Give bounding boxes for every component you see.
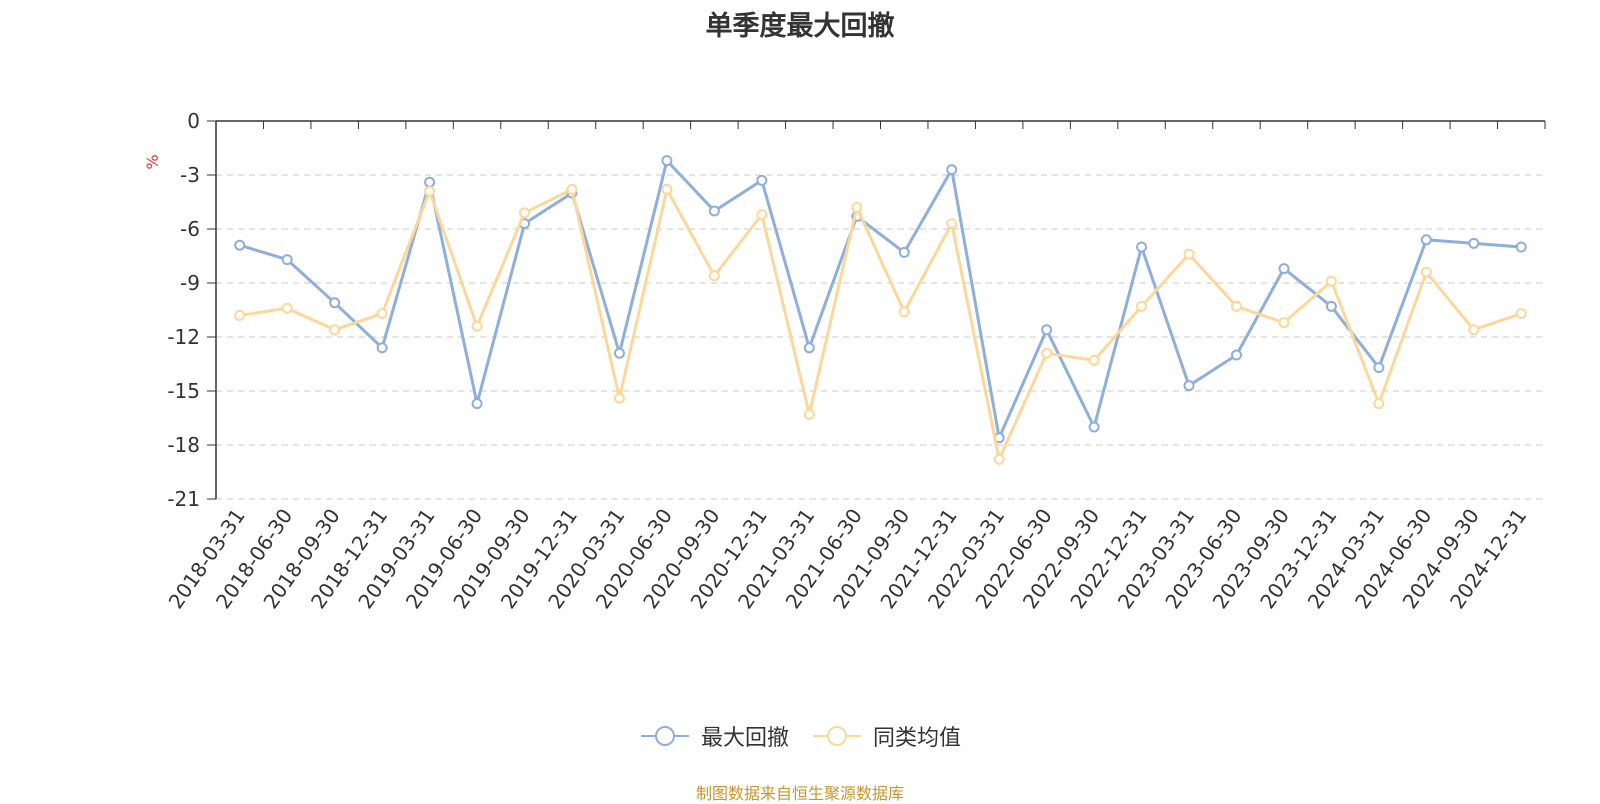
series-line-max-drawdown	[238, 159, 1523, 440]
data-point-max-drawdown[interactable]	[424, 176, 436, 188]
data-point-max-drawdown[interactable]	[1041, 324, 1053, 336]
axis-layer: 0-3-6-9-12-15-18-212018-03-312018-06-302…	[163, 109, 1546, 613]
data-point-category-average[interactable]	[519, 207, 531, 219]
y-tick-label: -15	[167, 379, 200, 403]
y-tick-label: -6	[180, 217, 200, 241]
data-point-category-average[interactable]	[613, 392, 625, 404]
data-point-category-average[interactable]	[1041, 347, 1053, 359]
legend-marker-max-drawdown	[640, 726, 689, 746]
data-point-max-drawdown[interactable]	[1183, 380, 1195, 392]
source-note: 制图数据来自恒生聚源数据库	[695, 784, 904, 803]
y-tick-label: -9	[180, 271, 200, 295]
data-point-max-drawdown[interactable]	[281, 254, 293, 266]
data-point-max-drawdown[interactable]	[708, 205, 720, 217]
data-point-category-average[interactable]	[1136, 300, 1148, 312]
data-point-max-drawdown[interactable]	[471, 398, 483, 410]
data-point-category-average[interactable]	[756, 209, 768, 221]
y-tick-label: -3	[180, 163, 200, 187]
data-point-max-drawdown[interactable]	[1230, 349, 1242, 361]
data-point-max-drawdown[interactable]	[803, 342, 815, 354]
data-point-category-average[interactable]	[376, 308, 388, 320]
legend: 最大回撤 同类均值	[0, 720, 1600, 752]
data-point-category-average[interactable]	[1373, 398, 1385, 410]
chart-title: 单季度最大回撤	[705, 11, 895, 42]
y-tick-label: -18	[167, 433, 200, 457]
y-axis-unit-label: %	[143, 154, 162, 169]
y-tick-label: -21	[167, 487, 200, 511]
data-point-max-drawdown[interactable]	[376, 342, 388, 354]
series-layer	[234, 155, 1527, 465]
legend-item-max-drawdown[interactable]: 最大回撤	[639, 720, 789, 752]
data-point-category-average[interactable]	[471, 320, 483, 332]
data-point-category-average[interactable]	[1088, 354, 1100, 366]
data-point-category-average[interactable]	[566, 183, 578, 195]
data-point-category-average[interactable]	[329, 324, 341, 336]
legend-label-max-drawdown: 最大回撤	[700, 726, 789, 751]
data-point-max-drawdown[interactable]	[1515, 241, 1527, 253]
data-point-category-average[interactable]	[1230, 300, 1242, 312]
data-point-category-average[interactable]	[851, 201, 863, 213]
data-point-category-average[interactable]	[803, 408, 815, 420]
data-point-category-average[interactable]	[946, 218, 958, 230]
data-point-category-average[interactable]	[234, 309, 246, 321]
legend-item-category-average[interactable]: 同类均值	[811, 720, 961, 752]
data-point-max-drawdown[interactable]	[1136, 241, 1148, 253]
data-point-max-drawdown[interactable]	[1088, 421, 1100, 433]
y-tick-label: -12	[167, 325, 200, 349]
data-point-category-average[interactable]	[661, 183, 673, 195]
data-point-max-drawdown[interactable]	[329, 297, 341, 309]
data-point-max-drawdown[interactable]	[234, 239, 246, 251]
series-line-category-average	[238, 187, 1523, 461]
data-point-category-average[interactable]	[1420, 266, 1432, 278]
data-point-max-drawdown[interactable]	[661, 155, 673, 167]
data-point-category-average[interactable]	[1468, 324, 1480, 336]
data-point-max-drawdown[interactable]	[898, 246, 910, 258]
data-point-max-drawdown[interactable]	[756, 174, 768, 186]
data-point-max-drawdown[interactable]	[1420, 234, 1432, 246]
data-point-max-drawdown[interactable]	[613, 347, 625, 359]
legend-label-category-average: 同类均值	[873, 726, 962, 751]
data-point-category-average[interactable]	[281, 302, 293, 314]
data-point-max-drawdown[interactable]	[1468, 237, 1480, 249]
data-point-category-average[interactable]	[708, 270, 720, 282]
data-point-max-drawdown[interactable]	[946, 164, 958, 176]
data-point-category-average[interactable]	[993, 453, 1005, 465]
data-point-category-average[interactable]	[1183, 248, 1195, 260]
data-point-max-drawdown[interactable]	[1325, 300, 1337, 312]
y-tick-label: 0	[187, 109, 200, 133]
data-point-category-average[interactable]	[424, 185, 436, 197]
data-point-category-average[interactable]	[898, 306, 910, 318]
data-point-category-average[interactable]	[1515, 308, 1527, 320]
data-point-category-average[interactable]	[1278, 317, 1290, 329]
data-point-max-drawdown[interactable]	[1278, 263, 1290, 275]
grid-layer	[216, 174, 1545, 500]
legend-marker-category-average	[813, 726, 861, 746]
data-point-category-average[interactable]	[1325, 275, 1337, 287]
data-point-max-drawdown[interactable]	[1373, 362, 1385, 374]
